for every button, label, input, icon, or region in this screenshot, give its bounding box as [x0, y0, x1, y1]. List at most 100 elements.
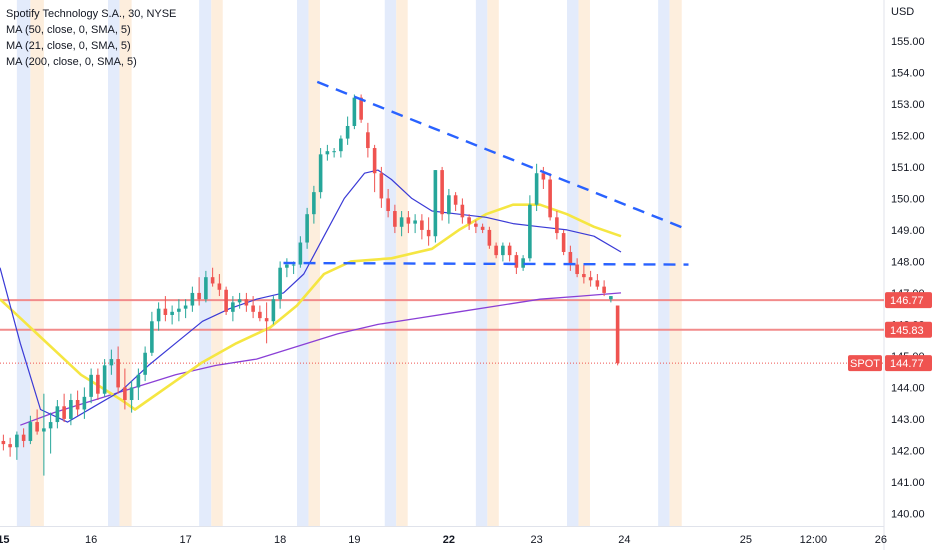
session-band: [297, 0, 309, 526]
candle-body: [507, 245, 512, 256]
grid: [0, 0, 885, 550]
legend-ma21[interactable]: MA (21, close, 0, SMA, 5): [6, 40, 131, 52]
horizontal-levels: [0, 299, 884, 364]
time-tick-label: 16: [85, 534, 97, 546]
candle-body: [480, 226, 485, 230]
candle-body: [345, 125, 350, 139]
candle-body: [366, 132, 370, 149]
candle-body: [96, 374, 100, 394]
candle-body: [528, 204, 532, 259]
price-tick-label: 153.00: [891, 99, 925, 111]
candle-body: [143, 352, 147, 375]
price-tick-label: 142.00: [891, 445, 925, 457]
candle-body: [602, 286, 606, 293]
candle-body: [1, 440, 6, 445]
candle-body: [379, 173, 384, 199]
price-tag-label: 146.77: [890, 295, 924, 307]
legend-ma200[interactable]: MA (200, close, 0, SMA, 5): [6, 56, 137, 68]
candle-body: [318, 154, 323, 193]
candle-body: [474, 223, 478, 227]
candles: [1, 94, 620, 476]
time-tick-label: 23: [531, 534, 543, 546]
candle-body: [541, 173, 546, 180]
session-band: [669, 0, 682, 526]
candle-body: [109, 359, 114, 366]
candle-body: [440, 170, 444, 215]
candle-body: [177, 308, 181, 312]
candle-body: [372, 148, 377, 174]
price-tick-label: 155.00: [891, 36, 925, 48]
candle-body: [190, 292, 195, 306]
legend-title[interactable]: Spotify Technology S.A., 30, NYSE: [6, 8, 177, 20]
candle-body: [575, 264, 579, 275]
candle-body: [352, 97, 357, 126]
candle-body: [285, 264, 289, 268]
candle-body: [555, 217, 559, 234]
time-axis[interactable]: 15 16 17 18 19 22 23 24 25 12:00 26: [0, 534, 887, 546]
candle-body: [312, 192, 316, 215]
candle-body: [21, 434, 26, 441]
price-tick-label: 141.00: [891, 477, 925, 489]
session-band: [199, 0, 212, 526]
candle-body: [534, 173, 539, 205]
candle-body: [467, 217, 471, 224]
price-tick-label: 152.00: [891, 130, 925, 142]
candle-body: [487, 229, 492, 246]
candle-body: [514, 255, 519, 268]
candle-body: [453, 195, 458, 205]
candle-body: [264, 318, 269, 322]
price-tag-bg: [885, 292, 932, 309]
candle-body: [55, 406, 60, 423]
candle-body: [251, 305, 255, 312]
price-tag-label: 144.77: [890, 358, 924, 370]
candle-body: [359, 97, 363, 120]
candle-body: [561, 233, 566, 252]
trendline: [316, 80, 689, 232]
trendlines[interactable]: [283, 80, 689, 266]
price-tick-label: 148.00: [891, 256, 925, 268]
candle-body: [420, 220, 424, 230]
session-band: [119, 0, 132, 526]
time-tick-label: 18: [274, 534, 286, 546]
session-band: [30, 0, 44, 526]
candle-body: [568, 251, 573, 265]
time-tick-label: 15: [0, 534, 10, 546]
price-axis[interactable]: USD140.00141.00142.00143.00144.00145.001…: [885, 0, 932, 550]
time-tick-label: 19: [348, 534, 360, 546]
legend-ma50[interactable]: MA (50, close, 0, SMA, 5): [6, 24, 131, 36]
time-tick-label: 17: [180, 534, 192, 546]
legend: Spotify Technology S.A., 30, NYSE MA (50…: [6, 6, 176, 70]
candle-body: [48, 422, 53, 429]
candle-body: [8, 444, 12, 448]
candle-body: [325, 151, 330, 155]
candle-body: [170, 311, 174, 315]
candle-body: [210, 277, 215, 284]
candle-body: [129, 387, 134, 401]
ma-50-line: [0, 203, 622, 411]
candle-body: [609, 296, 613, 300]
candle-body: [163, 308, 168, 315]
price-tick-label: 149.00: [891, 225, 925, 237]
price-tag-bg: [885, 355, 932, 372]
candle-body: [35, 422, 39, 432]
candle-body: [89, 374, 93, 397]
price-tags: 146.77 145.83 SPOT 144.77: [848, 292, 932, 372]
candle-body: [393, 211, 397, 227]
candle-body: [305, 214, 309, 243]
session-band: [211, 0, 223, 526]
candle-body: [588, 277, 593, 281]
price-tick-label: 140.00: [891, 508, 925, 520]
session-band: [108, 0, 120, 526]
price-tick-label: 143.00: [891, 414, 925, 426]
ma-200-line: [20, 292, 622, 426]
trendline: [283, 261, 689, 266]
candle-body: [237, 299, 242, 303]
candle-body: [339, 138, 343, 152]
candle-body: [69, 400, 73, 419]
candle-body: [494, 245, 498, 256]
price-tick-label: 154.00: [891, 67, 925, 79]
price-tag-bg: [885, 321, 932, 338]
candle-body: [615, 305, 620, 364]
